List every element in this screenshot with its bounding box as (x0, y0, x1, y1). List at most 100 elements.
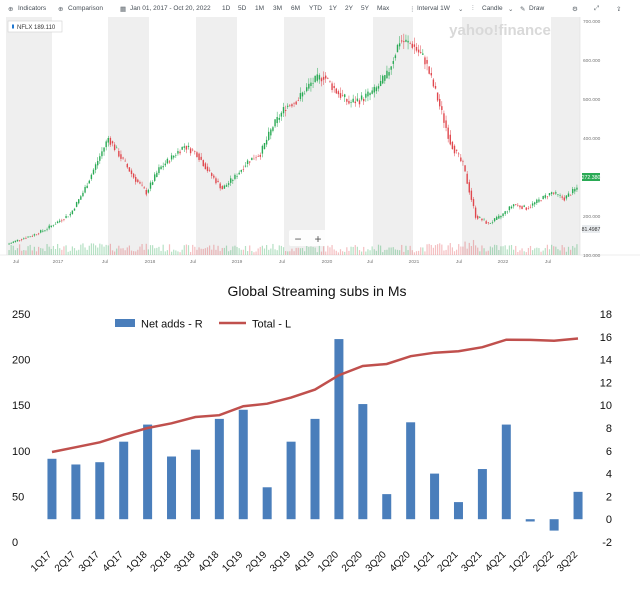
bar-net-adds (453, 502, 463, 520)
volume-bar (498, 250, 500, 255)
candle-body (105, 141, 107, 148)
volume-bar (437, 244, 439, 255)
volume-bar (73, 248, 76, 255)
volume-bar (249, 245, 251, 255)
volume-bar (10, 244, 12, 255)
volume-bar (190, 251, 192, 255)
volume-bar (251, 250, 253, 255)
price-chart[interactable]: yahoo!finance 700.000 600.000 500.000 400.0… (0, 17, 640, 273)
volume-bar (166, 250, 168, 255)
candle-body (316, 74, 318, 81)
candle-body (208, 169, 211, 171)
candle-body (491, 222, 494, 223)
candle-body (63, 219, 65, 220)
candle-body (411, 43, 413, 48)
volume-bar (272, 243, 274, 255)
volume-bar (234, 245, 236, 255)
zoom-out-button[interactable]: − (294, 232, 301, 246)
candle-body (130, 170, 133, 175)
range-max-button[interactable]: Max (377, 5, 390, 12)
range-1y-button[interactable]: 1Y (329, 5, 337, 12)
date-range-picker[interactable]: Jan 01, 2017 - Oct 20, 2022 (130, 5, 211, 12)
candle-body (46, 229, 48, 230)
comparison-button[interactable]: Comparison (68, 5, 104, 12)
volume-bar (44, 251, 46, 255)
zoom-in-button[interactable]: + (314, 232, 321, 246)
range-5d-button[interactable]: 5D (238, 5, 247, 12)
volume-bar (335, 250, 337, 255)
candle-body (257, 156, 259, 157)
candle-body (88, 180, 90, 184)
volume-bar (333, 249, 335, 255)
bar-net-adds (190, 449, 200, 520)
volume-bar (228, 251, 230, 255)
candle-body (56, 221, 59, 224)
range-6m-button[interactable]: 6M (291, 5, 301, 12)
volume-bar (223, 247, 225, 255)
price-x-tick-label: Jul (13, 259, 19, 265)
volume-bar (48, 246, 50, 255)
volume-bar (181, 249, 183, 255)
comparison-icon[interactable]: ⊕ (58, 6, 64, 13)
volume-bar (534, 248, 536, 255)
range-5y-button[interactable]: 5Y (361, 5, 369, 12)
range-3m-button[interactable]: 3M (273, 5, 283, 12)
x-category-label: 1Q18 (125, 549, 150, 574)
volume-bar (487, 250, 489, 255)
range-ytd-button[interactable]: YTD (309, 5, 322, 12)
candle-chart-icon[interactable]: ⫶ (472, 5, 474, 12)
candle-body (447, 127, 449, 139)
indicators-icon[interactable]: ⊕ (8, 6, 14, 13)
ticker-tag[interactable] (7, 20, 63, 33)
settings-icon[interactable]: ⚙ (572, 6, 578, 13)
x-category-label: 4Q20 (388, 549, 413, 574)
candle-body (312, 83, 314, 84)
bar-net-adds (406, 422, 416, 520)
candle-body (92, 169, 95, 175)
bar-net-adds (214, 418, 224, 520)
candle-body (394, 55, 397, 59)
current-price-label: 272.380 (582, 175, 601, 181)
candle-body (270, 129, 272, 136)
candle-body (574, 188, 576, 192)
range-1d-button[interactable]: 1D (222, 5, 231, 12)
candle-body (386, 70, 388, 79)
candle-body (341, 95, 344, 96)
chevron-down-icon[interactable]: ⌄ (458, 6, 464, 13)
interval-dropdown[interactable]: Interval 1W (417, 5, 450, 12)
range-2y-button[interactable]: 2Y (345, 5, 353, 12)
fullscreen-icon[interactable]: ⤢ (594, 5, 600, 12)
range-1m-button[interactable]: 1M (255, 5, 265, 12)
volume-bar (418, 250, 420, 255)
draw-button[interactable]: Draw (529, 5, 545, 12)
volume-bar (502, 246, 504, 255)
candle-body (396, 44, 399, 53)
volume-bar (354, 245, 356, 255)
volume-bar (52, 245, 54, 255)
share-icon[interactable]: ⇪ (616, 6, 622, 13)
draw-icon[interactable]: ✎ (520, 6, 526, 13)
candle-body (439, 99, 441, 107)
volume-bar (107, 245, 109, 255)
candle-body (192, 149, 194, 151)
candle-body (464, 165, 466, 172)
price-x-tick-label: 2019 (232, 259, 243, 265)
chevron-down-icon[interactable]: ⌄ (508, 6, 514, 13)
candle-body (44, 230, 46, 231)
candle-body (35, 234, 38, 236)
candle-body (301, 92, 304, 97)
volume-bar (500, 246, 502, 255)
volume-bar (236, 246, 238, 255)
candle-body (409, 43, 411, 44)
volume-bar (320, 251, 323, 255)
volume-bar (200, 248, 202, 255)
calendar-icon[interactable]: ▦ (120, 6, 127, 13)
indicators-button[interactable]: Indicators (18, 5, 47, 12)
volume-bar (158, 246, 160, 255)
chart-type-dropdown[interactable]: Candle (482, 5, 503, 12)
volume-bar (280, 245, 282, 255)
volume-bar (145, 243, 147, 255)
interval-icon[interactable]: ⋮ (409, 6, 416, 13)
volume-bar (80, 244, 82, 255)
candle-body (194, 151, 196, 152)
